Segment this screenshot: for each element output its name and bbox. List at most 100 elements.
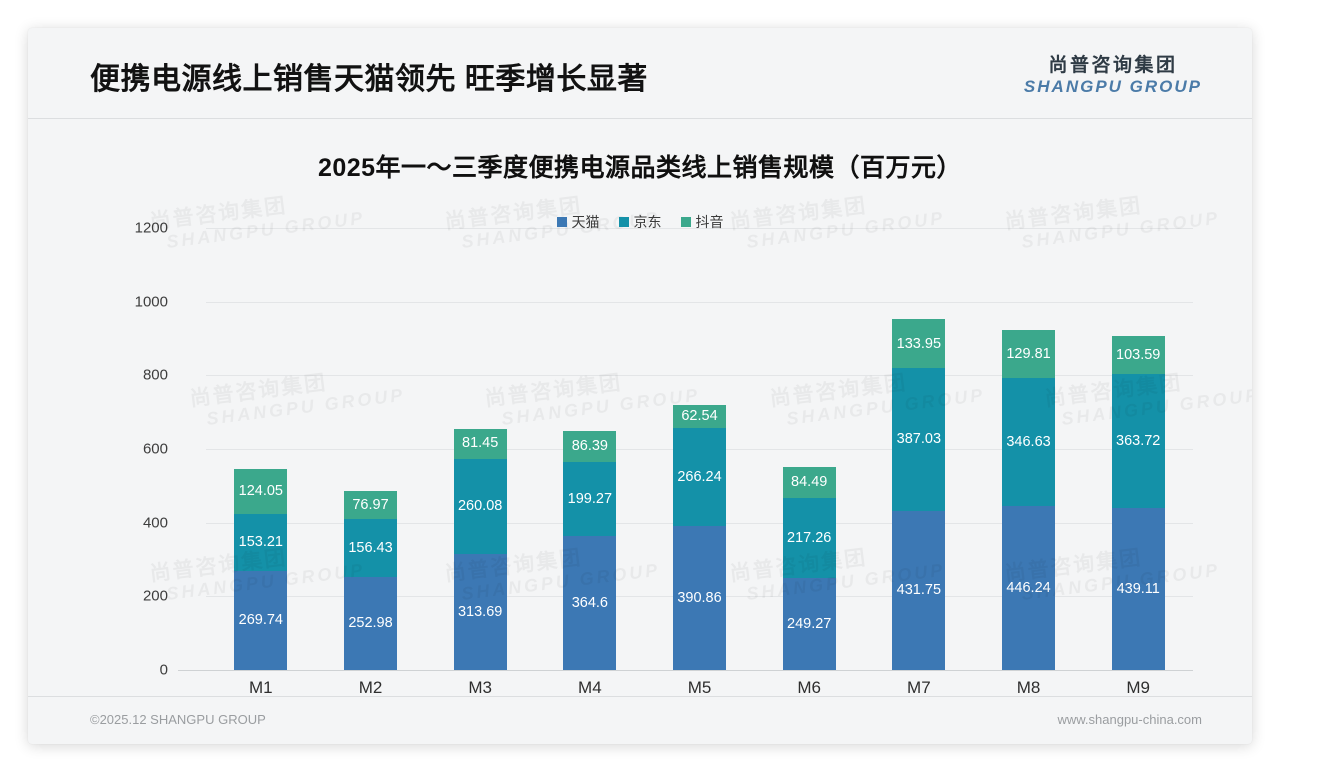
bar-value-label: 431.75	[896, 582, 942, 599]
bar-value-label: 133.95	[896, 335, 942, 352]
footer-copyright: ©2025.12 SHANGPU GROUP	[90, 712, 266, 727]
x-axis-label-m3: M3	[468, 678, 492, 697]
x-axis-label-m7: M7	[907, 678, 931, 697]
bar-segment-天猫[interactable]: 252.98	[344, 576, 397, 670]
bar-segment-京东[interactable]: 153.21	[234, 514, 288, 571]
bar-segment-京东[interactable]: 363.72	[1111, 374, 1165, 509]
bar-value-label: 129.81	[1006, 345, 1051, 362]
bar-column-m1[interactable]: 124.05 153.21 269.74	[206, 228, 316, 670]
bar-value-label: 103.59	[1116, 346, 1161, 363]
brand-logo-en: SHANGPU GROUP	[1023, 77, 1202, 96]
bar-value-label: 84.49	[791, 474, 828, 491]
bar-value-label: 346.63	[1006, 433, 1051, 450]
bar-value-label: 124.05	[238, 483, 283, 500]
bar-value-label: 153.21	[238, 534, 283, 551]
bar-column-m5[interactable]: 62.54 266.24 390.86	[645, 228, 755, 670]
x-axis-label-m6: M6	[797, 678, 821, 697]
bar-segment-天猫[interactable]: 390.86	[673, 526, 727, 670]
bar-segment-抖音[interactable]: 81.45	[453, 428, 507, 459]
bar-value-label: 387.03	[896, 431, 942, 448]
bar-value-label: 390.86	[677, 589, 722, 606]
bar-segment-天猫[interactable]: 364.6	[563, 535, 617, 670]
bar-stack: 124.05 153.21 269.74	[234, 468, 288, 670]
bar-column-m9[interactable]: 103.59 363.72 439.11	[1083, 228, 1193, 670]
y-axis-tick-label: 800	[142, 366, 168, 384]
bar-column-m7[interactable]: 133.95 387.03 431.75	[864, 228, 974, 670]
slide-header: 便携电源线上销售天猫领先 旺季增长显著 尚普咨询集团 SHANGPU GROUP	[28, 28, 1252, 119]
brand-logo: 尚普咨询集团 SHANGPU GROUP	[1024, 56, 1202, 95]
gridline	[206, 375, 1193, 377]
x-axis-label-m1: M1	[249, 678, 273, 697]
bar-value-label: 363.72	[1116, 433, 1161, 450]
bar-stack: 76.97 156.43 252.98	[344, 490, 397, 670]
bar-segment-京东[interactable]: 199.27	[563, 462, 617, 536]
legend-item-2[interactable]: 京东	[618, 212, 662, 232]
bar-segment-抖音[interactable]: 133.95	[892, 319, 946, 369]
bar-value-label: 76.97	[352, 496, 389, 513]
x-axis-label-m9: M9	[1126, 678, 1151, 697]
bar-segment-京东[interactable]: 217.26	[782, 498, 836, 579]
legend-label: 天猫	[571, 214, 600, 230]
legend-swatch-icon	[556, 217, 567, 227]
bar-value-label: 439.11	[1116, 580, 1160, 597]
bar-stack: 86.39 199.27 364.6	[563, 430, 617, 670]
bar-segment-抖音[interactable]: 124.05	[234, 468, 288, 515]
bar-segment-天猫[interactable]: 439.11	[1111, 508, 1165, 670]
bar-segment-京东[interactable]: 260.08	[453, 458, 507, 555]
legend-item-3[interactable]: 抖音	[680, 212, 724, 232]
bar-value-label: 313.69	[457, 603, 503, 620]
bar-segment-京东[interactable]: 346.63	[1002, 377, 1056, 506]
gridline	[206, 301, 1193, 303]
chart-title: 2025年一～三季度便携电源品类线上销售规模（百万元）	[317, 154, 963, 182]
bar-segment-抖音[interactable]: 84.49	[782, 467, 836, 499]
bar-segment-抖音[interactable]: 86.39	[563, 430, 617, 463]
bar-value-label: 260.08	[457, 498, 503, 515]
bar-segment-京东[interactable]: 156.43	[344, 519, 397, 577]
bar-segment-抖音[interactable]: 103.59	[1111, 336, 1165, 375]
legend-swatch-icon	[680, 217, 691, 227]
bar-segment-抖音[interactable]: 129.81	[1002, 330, 1056, 378]
x-axis-label-m8: M8	[1016, 678, 1041, 697]
legend-label: 京东	[633, 214, 662, 230]
bar-segment-京东[interactable]: 266.24	[673, 427, 727, 527]
legend-item-1[interactable]: 天猫	[556, 212, 600, 232]
bar-value-label: 156.43	[348, 539, 393, 556]
y-axis-tick-label: 600	[142, 440, 168, 458]
y-axis-tick-label: 400	[142, 514, 168, 532]
x-axis-labels: M1 M2 M3 M4 M5 M6 M7 M8 M9	[206, 678, 1193, 698]
brand-logo-cn: 尚普咨询集团	[1048, 55, 1178, 76]
bar-column-m4[interactable]: 86.39 199.27 364.6	[535, 228, 645, 670]
bar-segment-天猫[interactable]: 313.69	[453, 554, 507, 670]
bar-segment-京东[interactable]: 387.03	[892, 368, 946, 511]
bar-stack: 103.59 363.72 439.11	[1111, 336, 1165, 670]
bar-segment-天猫[interactable]: 269.74	[234, 570, 288, 670]
page-title: 便携电源线上销售天猫领先 旺季增长显著	[90, 63, 648, 96]
bar-segment-抖音[interactable]: 62.54	[673, 404, 727, 428]
bar-value-label: 86.39	[571, 438, 608, 455]
bar-column-m6[interactable]: 84.49 217.26 249.27	[754, 228, 864, 670]
footer-website: www.shangpu-china.com	[1057, 712, 1202, 727]
bar-value-label: 81.45	[462, 435, 499, 452]
bar-column-m8[interactable]: 129.81 346.63 446.24	[974, 228, 1084, 670]
bar-stack: 133.95 387.03 431.75	[892, 319, 946, 670]
bar-stack: 81.45 260.08 313.69	[453, 428, 507, 670]
bar-value-label: 62.54	[681, 408, 718, 425]
bar-column-m2[interactable]: 76.97 156.43 252.98	[316, 228, 426, 670]
bar-value-label: 269.74	[238, 612, 283, 629]
y-axis-tick-label: 1000	[134, 293, 168, 311]
bar-column-m3[interactable]: 81.45 260.08 313.69	[425, 228, 535, 670]
bar-stack: 84.49 217.26 249.27	[782, 467, 836, 670]
x-axis-label-m2: M2	[358, 678, 383, 697]
bar-value-label: 364.6	[571, 594, 608, 611]
bar-segment-天猫[interactable]: 446.24	[1002, 505, 1056, 670]
bar-value-label: 266.24	[677, 468, 722, 485]
x-axis-label-m5: M5	[687, 678, 712, 697]
bar-value-label: 446.24	[1006, 579, 1051, 596]
bar-segment-天猫[interactable]: 431.75	[892, 510, 946, 670]
y-axis-tick-label: 1200	[134, 219, 168, 237]
bar-segment-抖音[interactable]: 76.97	[344, 490, 397, 520]
bar-value-label: 199.27	[567, 490, 613, 507]
bar-segment-天猫[interactable]: 249.27	[782, 578, 836, 670]
y-axis-tick-label: 0	[159, 661, 168, 679]
